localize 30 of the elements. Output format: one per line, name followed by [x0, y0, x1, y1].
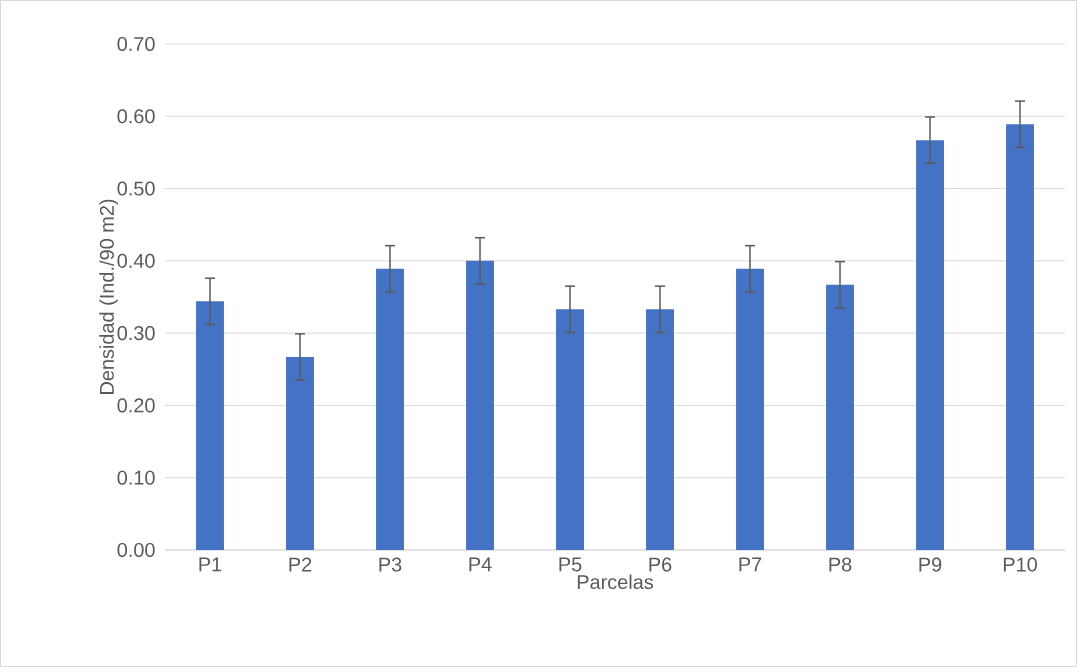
x-tick-label: P3: [379, 557, 402, 572]
x-tick-label: P8: [829, 557, 852, 572]
bar: [376, 268, 404, 550]
x-tick-label: P4: [469, 557, 492, 572]
bar: [556, 309, 584, 550]
x-tick-label: P10: [1003, 557, 1037, 572]
y-tick-label: 0.00: [117, 542, 155, 558]
x-tick-label: P7: [739, 557, 762, 572]
bar: [466, 260, 494, 550]
x-tick-label: P1: [199, 557, 222, 572]
bar: [1006, 124, 1034, 550]
x-axis-title: Parcelas: [577, 574, 654, 590]
y-tick-label: 0.60: [117, 109, 155, 124]
bar: [826, 284, 854, 550]
y-tick-label: 0.30: [117, 326, 155, 341]
bar: [646, 309, 674, 550]
bar: [736, 268, 764, 550]
x-tick-label: P2: [289, 557, 312, 572]
x-tick-label: P6: [649, 557, 672, 572]
y-tick-label: 0.70: [117, 36, 155, 52]
bar: [196, 301, 224, 550]
y-tick-label: 0.20: [117, 398, 155, 413]
y-tick-label: 0.10: [117, 470, 155, 485]
y-tick-label: 0.40: [117, 253, 155, 268]
bar: [916, 140, 944, 550]
y-axis-title: Densidad (Ind./90 m2): [99, 199, 118, 394]
x-tick-label: P5: [559, 557, 582, 572]
bar: [286, 356, 314, 550]
y-tick-label: 0.50: [117, 181, 155, 196]
x-tick-label: P9: [919, 557, 942, 572]
